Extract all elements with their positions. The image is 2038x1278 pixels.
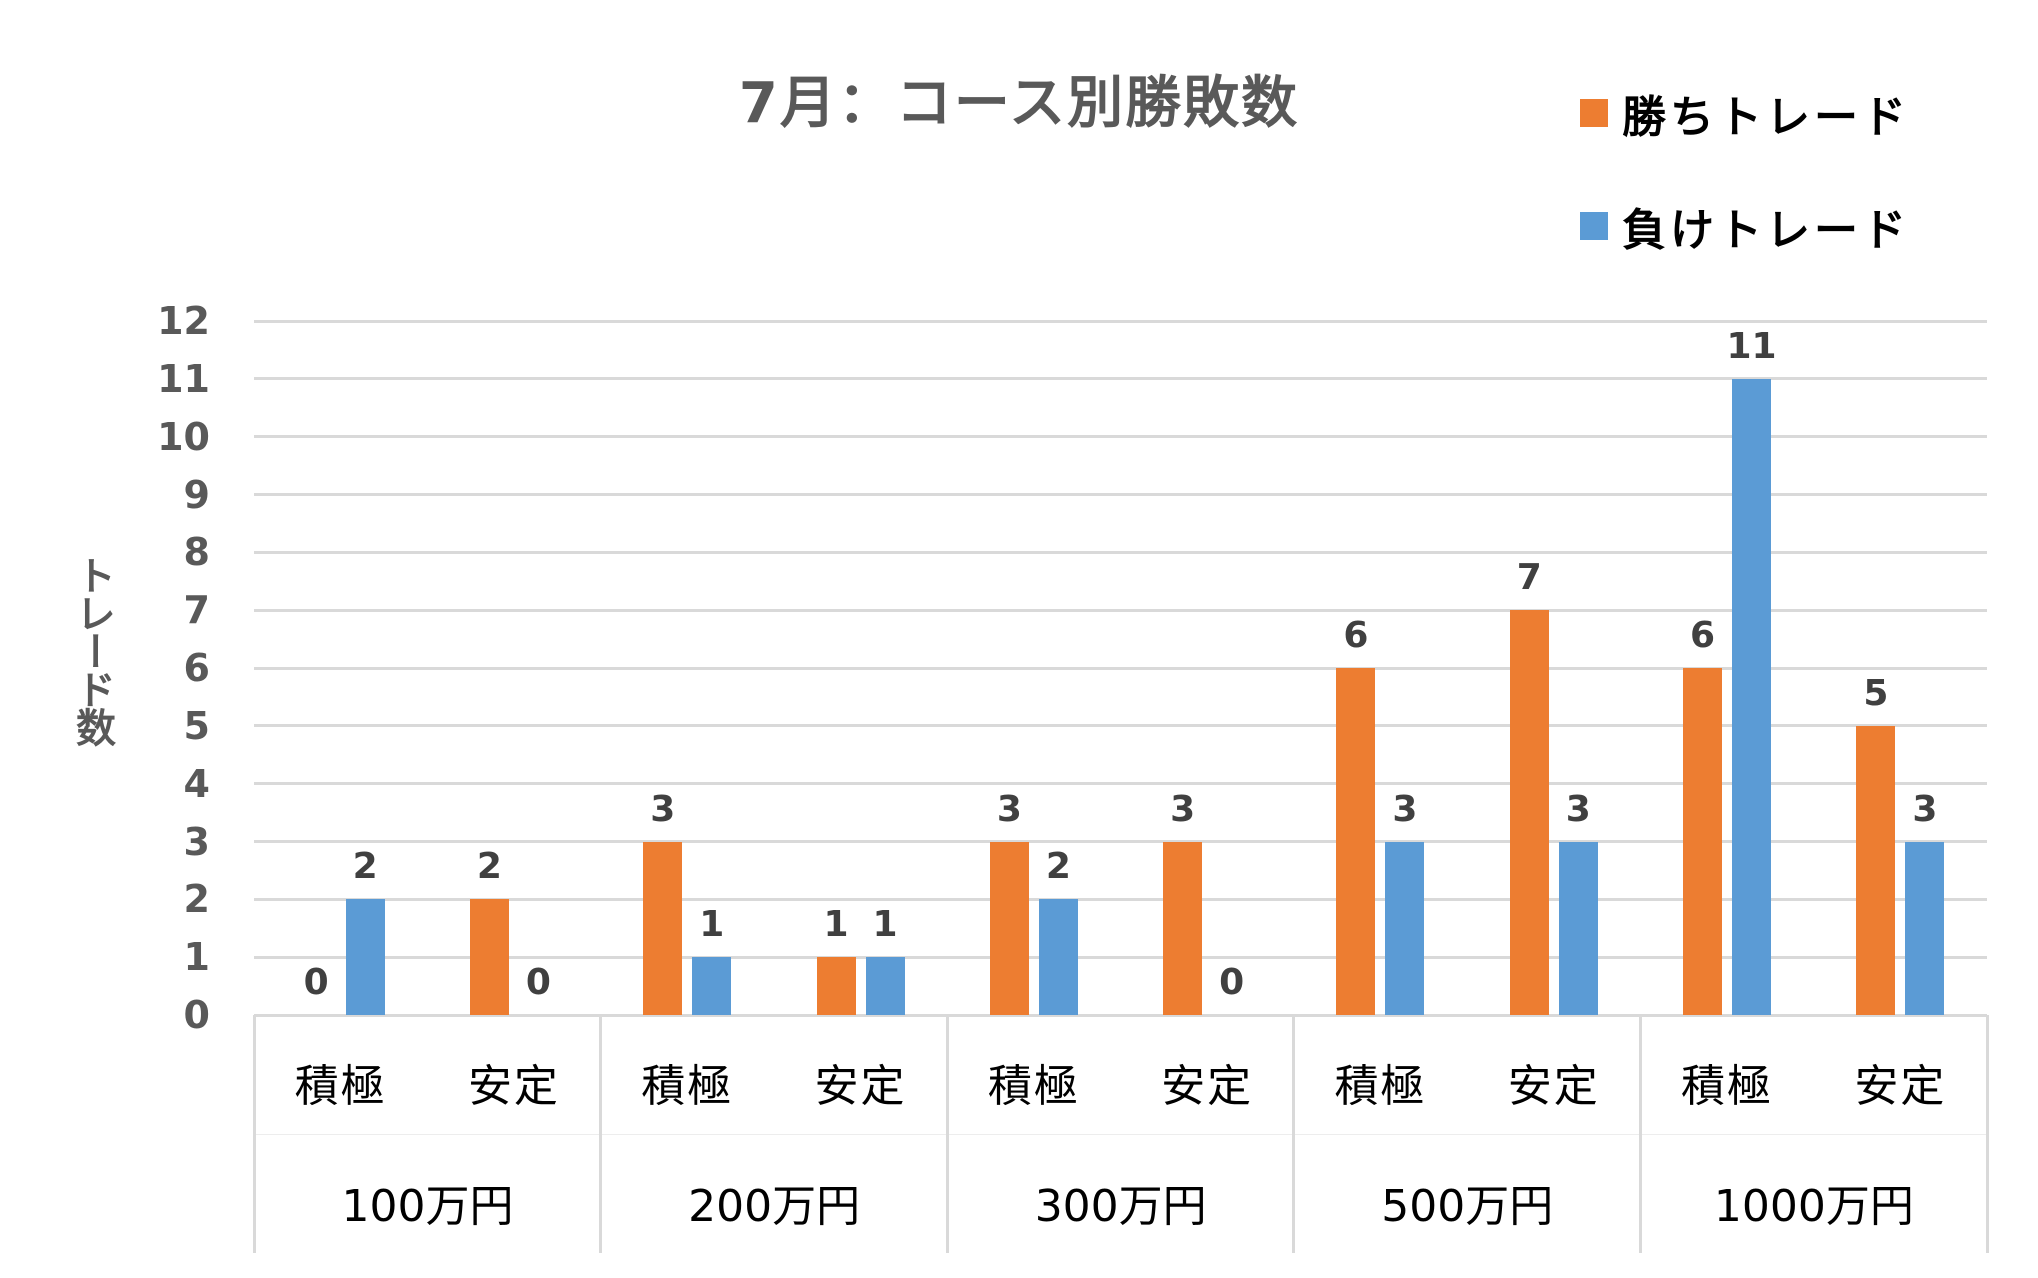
bar-wins [1856,725,1896,1015]
y-tick-label: 0 [183,993,210,1037]
legend-label-losses: 負けトレード [1622,205,1910,256]
category-label: 安定 [1854,1061,1947,1112]
gridline [254,608,1987,612]
legend-swatch-wins [1580,99,1608,127]
bar-wins [989,841,1029,1015]
group-label: 1000万円 [1713,1181,1914,1232]
category-label: 積極 [1334,1061,1427,1112]
legend-item-wins: 勝ちトレード [1580,88,1910,143]
bar-wins [469,899,509,1015]
y-tick-label: 10 [157,414,210,459]
data-label: 1 [699,904,725,946]
gridline [254,435,1987,439]
legend-item-losses: 負けトレード [1580,201,1910,256]
gridline [254,724,1987,728]
chart-title: 7月：コース別勝敗数 [738,71,1300,136]
category-label: 積極 [1681,1061,1774,1112]
data-label: 1 [823,904,849,946]
data-label: 3 [650,788,676,830]
y-tick-label: 9 [183,472,210,517]
data-label: 0 [303,962,329,1003]
y-tick-label: 7 [183,588,210,633]
gridline [254,493,1987,496]
y-tick-label: 5 [183,703,210,748]
group-label: 300万円 [1034,1181,1207,1232]
group-divider [252,1015,256,1253]
data-label: 3 [1392,788,1418,830]
data-label: 1 [872,904,898,946]
data-label: 2 [1045,846,1071,888]
gridline [254,840,1987,843]
x-axis-line [254,1013,1987,1017]
group-divider [1985,1015,1989,1253]
data-label: 0 [525,962,551,1003]
data-label: 5 [1863,672,1889,714]
data-label: 6 [1343,615,1369,656]
group-divider [945,1015,949,1253]
gridline [254,782,1987,786]
category-label: 安定 [814,1061,907,1112]
bar-wins [1509,610,1549,1015]
data-label: 7 [1516,557,1542,599]
category-label: 積極 [987,1061,1080,1112]
bar-losses [345,899,385,1015]
axis-row-separator [254,1134,1987,1135]
gridline [254,319,1987,323]
group-label: 200万円 [688,1181,861,1232]
group-divider [599,1015,603,1253]
y-tick-label: 2 [183,877,210,922]
bar-losses [1385,841,1425,1015]
data-label: 0 [1219,962,1245,1003]
bar-wins [816,957,856,1015]
gridline [254,897,1987,901]
bar-losses [692,957,732,1015]
y-tick-label: 12 [157,299,210,343]
group-divider [1292,1015,1296,1253]
y-tick-label: 4 [183,761,210,806]
data-label: 2 [352,846,378,888]
category-label: 安定 [467,1061,560,1112]
bar-losses [865,957,905,1015]
bar-wins [1163,841,1203,1015]
group-label: 500万円 [1381,1181,1554,1232]
y-tick-label: 8 [183,530,210,575]
data-label: 6 [1690,615,1716,656]
bar-wins [1683,668,1723,1015]
legend-swatch-losses [1580,212,1608,240]
bar-losses [1558,841,1598,1015]
data-label: 3 [1912,788,1938,830]
bar-losses [1732,378,1772,1015]
group-divider [1638,1015,1642,1253]
gridline [254,955,1987,959]
data-label: 3 [1565,788,1591,830]
category-label: 積極 [641,1061,734,1112]
data-label: 3 [1170,788,1196,830]
data-label: 3 [996,788,1022,830]
gridline [254,377,1987,381]
group-label: 100万円 [341,1181,514,1232]
category-label: 安定 [1507,1061,1600,1112]
gridline [254,550,1987,554]
y-tick-label: 6 [183,646,210,690]
y-axis-title: トレード数 [69,555,115,745]
bar-wins [1336,668,1376,1015]
data-label: 11 [1726,325,1777,367]
data-label: 2 [476,846,502,888]
category-label: 積極 [294,1061,387,1112]
y-tick-label: 3 [183,819,210,864]
legend-label-wins: 勝ちトレード [1622,92,1910,143]
bar-wins [643,841,683,1015]
gridline [254,666,1987,670]
bar-losses [1038,899,1078,1015]
category-label: 安定 [1161,1061,1254,1112]
y-tick-label: 1 [183,935,210,980]
bar-losses [1905,841,1945,1015]
y-tick-label: 11 [157,356,210,401]
